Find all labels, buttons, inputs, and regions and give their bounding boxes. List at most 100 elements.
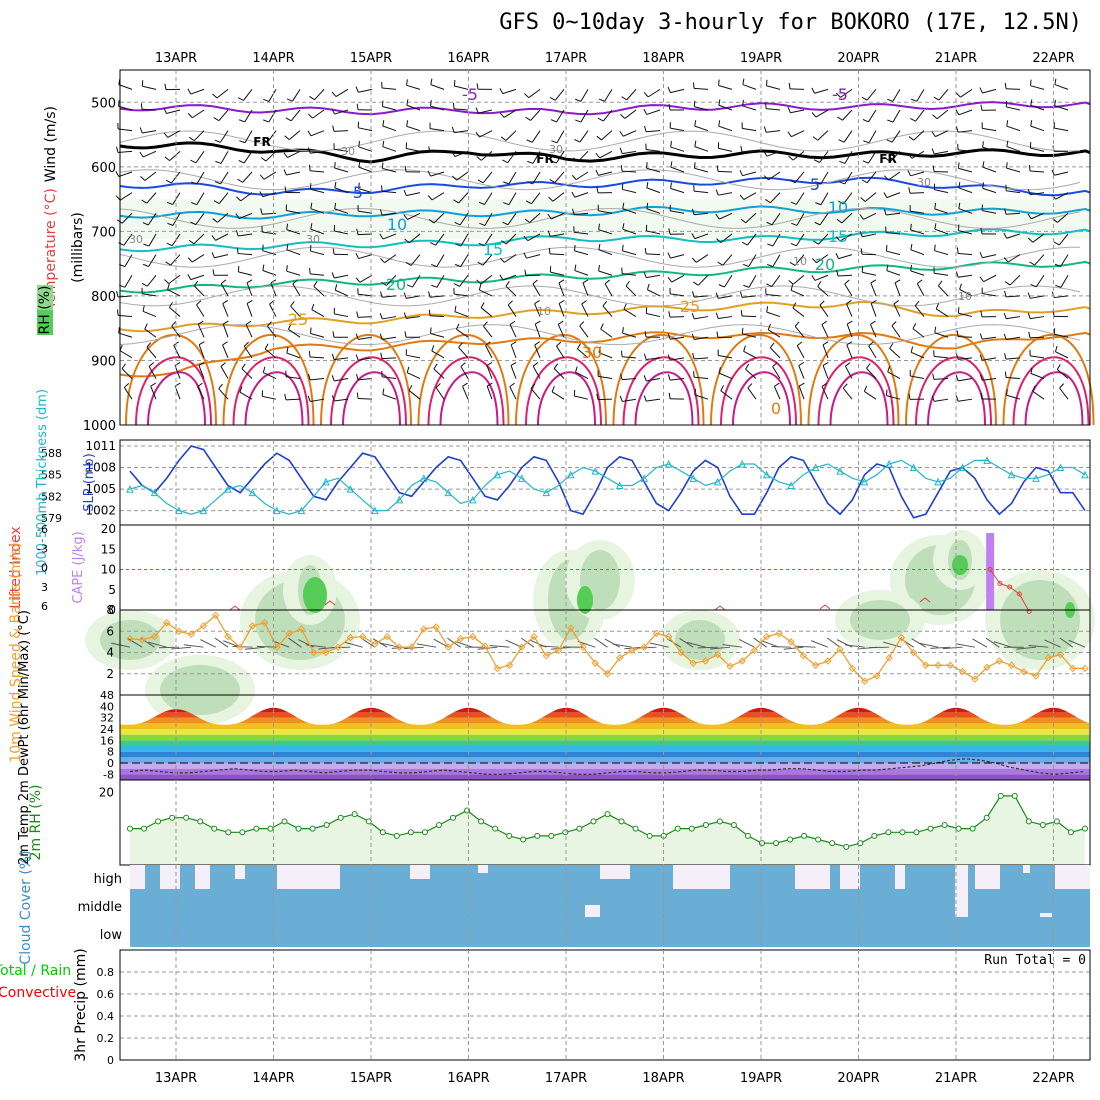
- wind-barb: [790, 243, 797, 247]
- wind-barb: [934, 332, 949, 338]
- wind-barb: [196, 171, 205, 185]
- wind-barb: [1030, 192, 1045, 196]
- wind-barb: [1003, 232, 1008, 239]
- wind-barb: [887, 371, 901, 379]
- wind-speed-marker: [260, 619, 269, 627]
- cloud-gap: [478, 865, 488, 873]
- thickness-marker: [517, 474, 526, 482]
- wind-barb: [408, 390, 421, 400]
- wind-barb: [1006, 167, 1021, 173]
- wind-barb: [119, 350, 133, 359]
- wind-barb: [272, 640, 290, 648]
- thickness-marker: [126, 484, 134, 493]
- wind-barb: [286, 229, 301, 235]
- wind-speed-marker: [873, 672, 881, 680]
- wind-barb: [404, 238, 410, 244]
- wind-barb: [334, 167, 349, 173]
- thickness-marker: [885, 459, 893, 468]
- wind-barb: [238, 212, 253, 220]
- wind-barb: [484, 213, 493, 226]
- wind-barb: [358, 336, 373, 340]
- wind-barb: [242, 171, 253, 183]
- wind-barb: [478, 284, 482, 291]
- wind-barb: [932, 165, 935, 172]
- wind-barb: [486, 385, 493, 400]
- wind-barb: [574, 395, 589, 400]
- wind-barb: [982, 166, 997, 173]
- wind-barb: [524, 218, 530, 224]
- wind-barb: [188, 239, 195, 245]
- rh-marker: [1067, 829, 1074, 836]
- wind-barb: [979, 276, 984, 282]
- wind-speed-marker: [665, 632, 673, 641]
- wind-barb: [215, 233, 229, 241]
- wind-barb: [766, 150, 781, 157]
- wind-barb: [549, 96, 556, 101]
- wind-barb: [460, 233, 469, 247]
- thickness-marker: [1056, 463, 1065, 472]
- wind-barb: [979, 333, 983, 340]
- wind-barb: [141, 108, 157, 111]
- wind-barb: [212, 93, 218, 99]
- wind-barb: [572, 157, 579, 162]
- wind-barb: [910, 223, 912, 230]
- wind-barb: [741, 241, 748, 246]
- wind-barb: [1034, 254, 1045, 266]
- wind-barb: [555, 151, 565, 164]
- wind-barb: [1006, 389, 1008, 396]
- wind-barb: [334, 202, 337, 209]
- wind-speed-marker: [689, 659, 697, 667]
- wind-barb: [1029, 170, 1045, 173]
- wind-barb: [1004, 82, 1007, 89]
- wind-barb: [738, 639, 755, 648]
- temperature-color-band: [120, 757, 1090, 763]
- wind-barb: [914, 305, 925, 317]
- thickness-marker: [811, 463, 820, 472]
- rh-marker: [885, 829, 892, 836]
- wind-barb: [772, 362, 778, 368]
- wind-barb: [431, 350, 445, 359]
- rh-marker: [646, 832, 653, 839]
- wind-barb: [885, 389, 888, 396]
- wind-barb: [580, 89, 589, 102]
- wind-barb: [427, 170, 432, 177]
- wind-speed-marker: [175, 627, 183, 635]
- wind-barb: [486, 361, 493, 366]
- pressure-axis-label: (millibars): [70, 212, 86, 283]
- wind-barb: [237, 97, 244, 101]
- wind-barb: [748, 254, 757, 267]
- wind-barb: [166, 201, 173, 206]
- wind-barb: [553, 363, 559, 369]
- wind-barb: [598, 249, 613, 256]
- wind-barb: [859, 214, 864, 220]
- wind-barb: [938, 285, 949, 297]
- wind-barb: [934, 398, 949, 402]
- temperature-color-band: [120, 740, 1090, 746]
- wind-barb: [861, 179, 868, 184]
- wind-barb: [148, 366, 157, 379]
- thickness-marker: [1032, 474, 1040, 482]
- wind-barb: [198, 320, 204, 325]
- date-label-top: 22APR: [1032, 51, 1074, 66]
- wind-barb: [286, 171, 301, 176]
- rh-axis-label: 2m RH (%): [28, 785, 44, 861]
- wind-barb: [687, 641, 706, 648]
- rh-marker: [1039, 822, 1046, 828]
- date-label-bottom: 20APR: [837, 1071, 879, 1086]
- wind-barb: [864, 192, 877, 202]
- wind-barb: [1009, 274, 1021, 286]
- wind-barb: [796, 233, 805, 247]
- wind-barb: [668, 104, 671, 111]
- wind-barb: [218, 192, 229, 204]
- rh-max-shade: [952, 555, 968, 575]
- wind-barb: [1006, 120, 1009, 127]
- wind-barb: [870, 303, 877, 317]
- wind-barb: [577, 150, 589, 162]
- y-tick-label-left: 6: [41, 600, 48, 613]
- wind-barb: [218, 109, 229, 121]
- wind-barb: [245, 324, 253, 338]
- wind-barb: [524, 269, 527, 276]
- wind-barb: [406, 295, 421, 299]
- wind-barb: [692, 82, 695, 89]
- wind-barb: [602, 300, 608, 307]
